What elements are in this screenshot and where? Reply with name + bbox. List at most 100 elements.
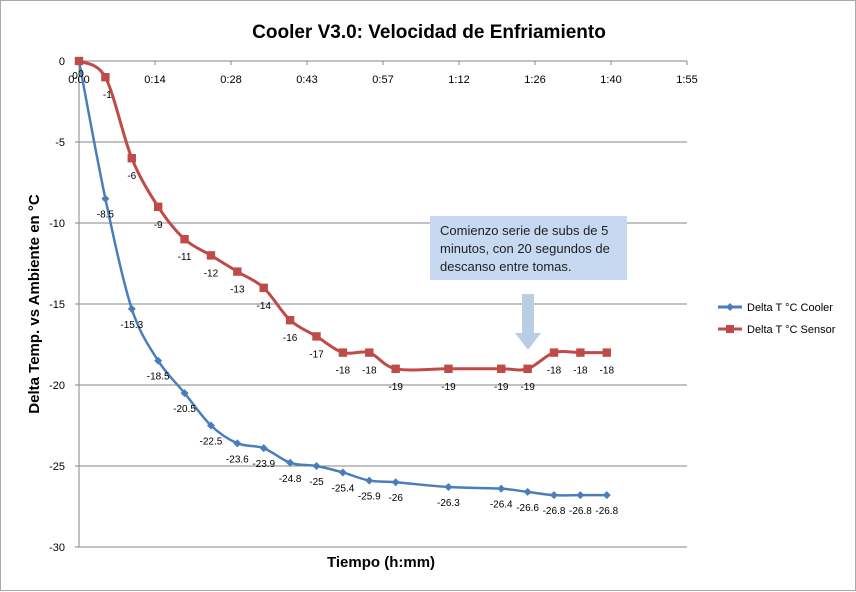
y-tick-label: -30 <box>49 542 65 554</box>
data-label: -26.4 <box>490 500 513 511</box>
y-tick-label: -10 <box>49 218 65 230</box>
data-point-sensor <box>602 348 611 357</box>
data-point-cooler <box>523 487 532 496</box>
data-point-cooler <box>365 476 374 485</box>
data-point-sensor <box>576 348 585 357</box>
data-point-cooler <box>602 491 611 500</box>
y-axis-title: Delta Temp. vs Ambiente en °C <box>26 194 43 414</box>
x-tick-label: 1:55 <box>676 74 697 86</box>
data-point-cooler <box>444 483 453 492</box>
data-point-sensor <box>206 251 216 260</box>
data-label: -25.9 <box>358 492 381 503</box>
data-label: -25.4 <box>331 483 354 494</box>
data-point-cooler <box>180 389 189 398</box>
data-label: -26.6 <box>516 503 539 514</box>
data-point-cooler <box>154 356 163 365</box>
x-tick-label: 0:28 <box>220 74 241 86</box>
data-label: -12 <box>204 268 219 279</box>
data-label: -19 <box>441 382 456 393</box>
data-label: -11 <box>178 252 192 263</box>
data-label: -14 <box>256 301 271 312</box>
legend-label: Delta T °C Cooler <box>747 302 833 314</box>
data-point-sensor <box>444 364 453 373</box>
data-point-sensor <box>497 364 506 373</box>
data-point-sensor <box>549 348 559 357</box>
data-point-sensor <box>74 56 84 66</box>
chart-title: Cooler V3.0: Velocidad de Enfriamiento <box>252 22 606 43</box>
data-label: -18.5 <box>147 372 170 383</box>
annotation-arrow <box>515 294 541 350</box>
data-point-cooler <box>286 458 295 467</box>
legend-marker <box>726 325 734 333</box>
data-point-cooler <box>206 421 215 430</box>
annotation-text: minutos, con 20 segundos de <box>440 241 610 256</box>
x-tick-label: 1:26 <box>524 74 545 86</box>
data-point-cooler <box>312 462 321 470</box>
data-label: -20.5 <box>173 404 196 415</box>
data-point-cooler <box>497 484 506 493</box>
data-point-cooler <box>576 491 585 500</box>
data-point-sensor <box>523 364 532 373</box>
data-label: -9 <box>154 220 163 231</box>
annotation-box <box>430 216 627 280</box>
x-tick-label: 1:12 <box>448 74 469 86</box>
data-point-sensor <box>127 154 136 163</box>
data-label: -26 <box>388 493 403 504</box>
data-label: -23.6 <box>226 454 249 465</box>
data-point-cooler <box>127 304 136 313</box>
data-point-sensor <box>233 267 242 276</box>
data-label: -22.5 <box>200 437 223 448</box>
data-point-cooler <box>259 444 268 453</box>
data-point-sensor <box>391 364 400 373</box>
data-label: -16 <box>283 333 298 344</box>
data-label: -1 <box>103 90 112 101</box>
data-label: -18 <box>547 366 562 377</box>
y-tick-label: -15 <box>49 299 65 311</box>
data-label: -26.3 <box>437 498 460 509</box>
data-point-sensor <box>101 73 110 82</box>
x-tick-label: 0:57 <box>372 74 393 86</box>
data-label: -18 <box>600 366 615 377</box>
data-point-cooler <box>391 478 400 487</box>
data-label: -23.9 <box>252 459 275 470</box>
y-tick-label: -5 <box>55 137 65 149</box>
data-point-cooler <box>338 468 347 477</box>
data-label: -26.8 <box>569 506 592 517</box>
data-point-cooler <box>101 194 110 203</box>
data-point-cooler <box>550 491 558 500</box>
data-point-cooler <box>233 439 242 448</box>
y-tick-label: 0 <box>59 56 65 68</box>
data-label: -13 <box>230 285 245 296</box>
data-point-sensor <box>338 348 348 357</box>
data-label: -8.5 <box>97 210 115 221</box>
data-label: -18 <box>336 366 351 377</box>
data-point-sensor <box>153 202 163 211</box>
data-label: -17 <box>309 349 324 360</box>
annotation-text: Comienzo serie de subs de 5 <box>440 223 608 238</box>
data-label: -25 <box>309 477 324 488</box>
data-label: 0 <box>78 69 84 80</box>
y-tick-label: -25 <box>49 461 65 473</box>
data-label: -26.8 <box>595 506 618 517</box>
x-tick-label: 0:14 <box>144 74 165 86</box>
x-tick-label: 1:40 <box>600 74 621 86</box>
data-label: -24.8 <box>279 474 302 485</box>
data-point-sensor <box>312 332 321 341</box>
x-axis-title: Tiempo (h:mm) <box>327 554 435 571</box>
annotation-text: descanso entre tomas. <box>440 259 572 274</box>
data-label: -19 <box>388 382 403 393</box>
legend-label: Delta T °C Sensor <box>747 324 836 336</box>
data-point-sensor <box>180 235 189 244</box>
data-label: -18 <box>362 366 377 377</box>
data-label: 0 <box>72 71 78 82</box>
y-tick-label: -20 <box>49 380 65 392</box>
data-label: -6 <box>127 171 136 182</box>
x-tick-label: 0:43 <box>296 74 317 86</box>
data-label: -19 <box>494 382 509 393</box>
data-label: -19 <box>520 382 535 393</box>
data-label: -18 <box>573 366 588 377</box>
data-label: -15.3 <box>120 320 143 331</box>
data-label: -26.8 <box>543 506 566 517</box>
